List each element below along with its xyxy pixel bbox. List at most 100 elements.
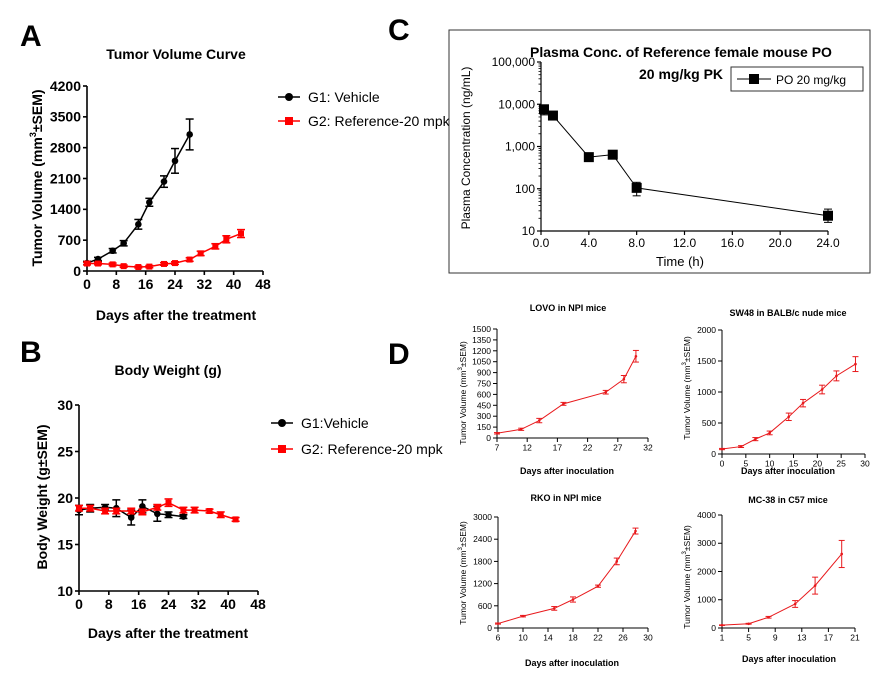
data-point xyxy=(496,622,500,625)
chart-a-ylabel-end: ±SEM) xyxy=(29,89,45,132)
y-tick-label: 700 xyxy=(58,232,82,248)
x-tick-label: 13 xyxy=(797,633,807,643)
x-tick-label: 40 xyxy=(226,276,242,292)
x-tick-label: 48 xyxy=(250,596,266,612)
chart-d1-ylabel: Tumor Volume (mm3±SEM) xyxy=(458,341,468,445)
chart-a-xlabel: Days after the treatment xyxy=(96,307,257,323)
x-tick-label: 6 xyxy=(496,633,501,643)
data-point xyxy=(720,623,724,627)
x-tick-label: 10 xyxy=(765,459,775,469)
chart-d2-plot: 0 5 10 15 20 25 30 0 500 1000 1500 2000 xyxy=(697,325,870,469)
data-point xyxy=(547,110,558,121)
data-point xyxy=(217,511,224,518)
y-tick-label: 2000 xyxy=(697,566,716,576)
y-tick-label: 500 xyxy=(702,418,716,428)
chart-b-ylabel: Body Weight (g±SEM) xyxy=(34,424,50,569)
x-tick-label: 0.0 xyxy=(533,236,550,250)
x-tick-label: 14 xyxy=(543,633,553,643)
y-tick-label: 3000 xyxy=(697,538,716,548)
x-tick-label: 0 xyxy=(83,276,91,292)
y-tick-label: 1200 xyxy=(472,346,491,356)
legend-c-label: PO 20 mg/kg xyxy=(776,73,846,87)
data-point xyxy=(165,499,172,506)
data-point xyxy=(197,250,204,257)
data-point xyxy=(768,431,771,435)
data-point xyxy=(754,437,757,441)
chart-c-xlabel: Time (h) xyxy=(656,254,704,269)
series-line xyxy=(543,108,829,217)
data-point xyxy=(171,157,179,165)
x-tick-label: 16 xyxy=(138,276,154,292)
data-point xyxy=(854,362,857,366)
data-point xyxy=(571,598,575,601)
legend-c-marker xyxy=(749,74,759,84)
chart-d3-ylabel-sup: 3 xyxy=(458,546,464,550)
y-tick-label: 1,000 xyxy=(505,140,535,154)
data-point xyxy=(801,401,805,405)
chart-d3-xlabel: Days after inoculation xyxy=(525,658,619,668)
chart-d2-xlabel: Days after inoculation xyxy=(741,466,835,476)
data-point xyxy=(146,198,153,206)
data-point xyxy=(739,445,743,448)
x-tick-label: 30 xyxy=(643,633,653,643)
x-tick-label: 32 xyxy=(643,443,653,453)
data-point xyxy=(135,264,142,271)
chart-d4-ylabel-main: Tumor Volume (mm xyxy=(682,554,692,628)
x-tick-label: 40 xyxy=(220,596,236,612)
data-point xyxy=(154,504,161,511)
chart-b-xlabel: Days after the treatment xyxy=(88,625,249,641)
legend-a-g1-label: G1: Vehicle xyxy=(308,89,380,105)
y-tick-label: 0 xyxy=(711,449,716,459)
y-tick-label: 750 xyxy=(477,378,491,388)
y-tick-label: 600 xyxy=(478,601,492,611)
chart-d1-lovo: LOVO in NPI mice 7 12 17 22 27 32 015030045060… xyxy=(458,303,653,476)
y-tick-label: 0 xyxy=(487,623,492,633)
data-point xyxy=(720,447,724,451)
data-point xyxy=(495,431,499,435)
data-point xyxy=(165,511,172,519)
x-tick-label: 8.0 xyxy=(628,236,645,250)
data-point xyxy=(128,508,135,515)
series-line xyxy=(721,553,843,626)
data-point xyxy=(634,354,638,358)
chart-d3-plot: 6 10 14 18 22 26 30 0 600 1200 1800 2400 3000 xyxy=(473,512,653,643)
data-point xyxy=(538,104,549,115)
data-point xyxy=(206,508,213,515)
legend-b-g1-marker xyxy=(278,419,286,427)
data-point xyxy=(180,513,187,520)
chart-c-title-line1: Plasma Conc. of Reference female mouse P… xyxy=(530,44,832,60)
x-tick-label: 26 xyxy=(618,633,628,643)
legend-a-g2-marker xyxy=(285,117,293,125)
x-tick-label: 24 xyxy=(167,276,183,292)
data-point xyxy=(813,584,817,587)
y-tick-label: 1000 xyxy=(697,387,716,397)
y-tick-label: 3500 xyxy=(50,109,81,125)
y-tick-label: 1000 xyxy=(697,595,716,605)
series-line xyxy=(496,356,637,434)
x-tick-label: 12 xyxy=(522,443,532,453)
y-tick-label: 600 xyxy=(477,389,491,399)
y-tick-label: 10 xyxy=(522,224,536,238)
y-tick-label: 3000 xyxy=(473,512,492,522)
y-tick-label: 2400 xyxy=(473,534,492,544)
chart-b-body-weight: Body Weight (g) 0 8 16 24 32 40 48 10 15 20 25 30 D… xyxy=(34,362,444,641)
data-point xyxy=(139,503,146,510)
chart-c-frame xyxy=(448,29,871,274)
data-point xyxy=(562,402,565,406)
data-point xyxy=(238,230,244,237)
chart-d1-plot: 7 12 17 22 27 32 01503004506007509001050120013… xyxy=(472,324,653,453)
data-point xyxy=(232,516,239,523)
chart-b-plot: 0 8 16 24 32 40 48 10 15 20 25 30 xyxy=(57,397,266,612)
chart-a-ylabel-sup: 3 xyxy=(28,132,38,137)
data-point xyxy=(604,390,608,394)
x-tick-label: 24 xyxy=(161,596,177,612)
data-point xyxy=(76,505,82,512)
x-tick-label: 32 xyxy=(191,596,207,612)
chart-c-plasma-conc: Plasma Conc. of Reference female mouse P… xyxy=(448,29,871,274)
x-tick-label: 9 xyxy=(773,633,778,643)
y-tick-label: 900 xyxy=(477,368,491,378)
data-point xyxy=(135,221,142,228)
chart-a-ylabel: Tumor Volume (mm3±SEM) xyxy=(28,89,45,266)
y-tick-label: 300 xyxy=(477,411,491,421)
chart-a-tumor-volume: Tumor Volume Curve 0 8 16 24 32 40 48 0 700 1400 2… xyxy=(28,46,451,323)
